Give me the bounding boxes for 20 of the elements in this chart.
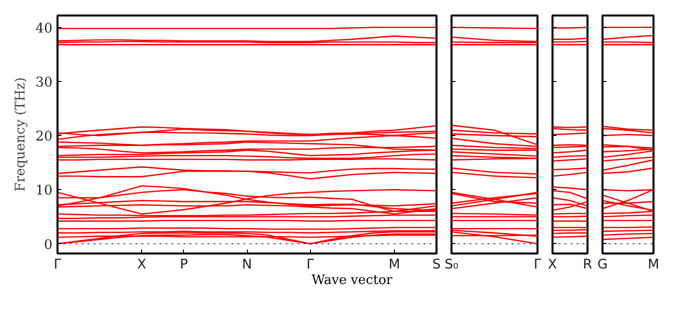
x-tick-label: R [582, 258, 592, 272]
x-tick-label: M [648, 258, 660, 272]
x-tick-label: S₀ [444, 258, 458, 272]
y-tick-label: 0 [44, 238, 53, 253]
x-tick-label: M [388, 258, 400, 272]
y-tick-label: 20 [36, 130, 53, 145]
x-tick-label: Γ [306, 258, 314, 272]
y-tick-label: 10 [36, 184, 53, 199]
x-tick-label: X [137, 258, 146, 272]
x-tick-label: S [432, 258, 441, 272]
x-tick-label: N [242, 258, 252, 272]
y-tick-label: 40 [36, 21, 53, 36]
y-axis-title: Frequency (THz) [14, 77, 29, 192]
x-tick-label: P [180, 258, 188, 272]
x-tick-label: Γ [534, 258, 542, 272]
x-tick-label: Γ [54, 258, 62, 272]
x-tick-label: G [597, 258, 608, 272]
x-axis-title: Wave vector [312, 272, 392, 290]
x-tick-label: X [548, 258, 558, 272]
y-tick-label: 30 [36, 75, 53, 90]
